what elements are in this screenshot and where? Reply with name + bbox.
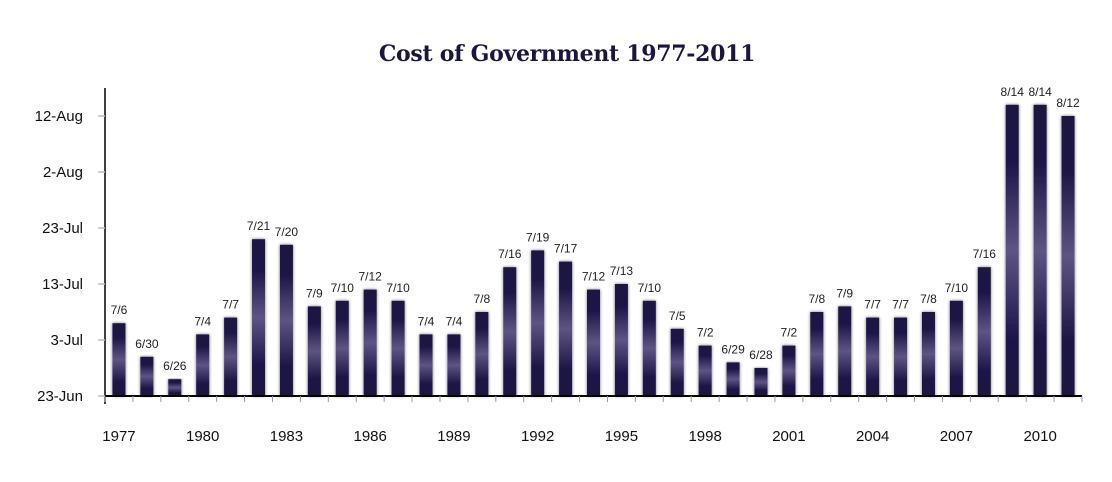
bar-1993: [559, 261, 573, 396]
data-label-2011: 8/12: [1056, 96, 1080, 110]
data-label-1980: 7/4: [194, 314, 211, 328]
bar-1981: [224, 317, 238, 396]
bar-1995: [614, 284, 628, 396]
data-label-1979: 6/26: [163, 359, 187, 373]
data-label-2005: 7/7: [892, 298, 909, 312]
y-tick-label: 23-Jun: [37, 388, 83, 405]
bar-1980: [196, 334, 210, 396]
bar-1987: [391, 300, 405, 396]
data-label-1984: 7/9: [306, 286, 323, 300]
data-label-1992: 7/19: [526, 230, 550, 244]
bar-2004: [866, 317, 880, 396]
y-tick-label: 3-Jul: [50, 332, 83, 349]
bar-2010: [1033, 104, 1047, 397]
bar-1991: [503, 267, 517, 396]
bar-1997: [670, 328, 684, 396]
data-label-1991: 7/16: [498, 247, 522, 261]
data-label-1995: 7/13: [610, 264, 634, 278]
data-label-2008: 7/16: [973, 247, 997, 261]
bar-2001: [782, 345, 796, 396]
data-labels: 7/66/306/267/47/77/21 7/207/9 7/107/127/10…: [111, 85, 1080, 373]
data-label-2001: 7/2: [781, 326, 798, 340]
bar-1999: [726, 362, 740, 396]
data-label-2006: 7/8: [920, 292, 937, 306]
bar-1984: [307, 306, 321, 396]
bar-2003: [838, 306, 852, 396]
y-tick-label: 2-Aug: [43, 164, 83, 181]
bar-1983: [279, 244, 293, 396]
bar-1978: [140, 356, 154, 396]
data-label-1985: 7/10: [331, 281, 355, 295]
x-tick-label: 1992: [521, 428, 554, 445]
y-axis: 23-Jun 3-Jul 13-Jul 23-Jul 2-Aug 12-Aug: [35, 88, 106, 405]
data-label-1999: 6/29: [721, 342, 745, 356]
bar-1994: [587, 289, 600, 396]
x-tick-label: 2001: [772, 428, 805, 445]
y-tick-label: 23-Jul: [42, 220, 83, 237]
x-tick-label: 2010: [1023, 428, 1056, 445]
y-tick-label: 13-Jul: [42, 276, 83, 293]
data-label-2010: 8/14: [1028, 85, 1052, 99]
bar-2008: [977, 267, 991, 396]
bar-1982: [252, 239, 266, 396]
x-tick-label: 1998: [688, 428, 721, 445]
data-label-2009: 8/14: [1001, 85, 1025, 99]
x-tick-label: 1986: [353, 428, 386, 445]
data-label-1997: 7/5: [669, 309, 686, 323]
x-tick-label: 2004: [856, 428, 889, 445]
bar-1985: [335, 300, 349, 396]
data-label-1996: 7/10: [638, 281, 662, 295]
data-label-2004: 7/7: [864, 298, 881, 312]
data-label-1987: 7/10: [386, 281, 410, 295]
data-label-2007: 7/10: [945, 281, 969, 295]
x-tick-label: 2007: [940, 428, 973, 445]
bar-2011: [1061, 116, 1075, 396]
data-label-1986: 7/12: [359, 270, 383, 284]
bars: [112, 104, 1075, 397]
x-tick-label: 1989: [437, 428, 470, 445]
bar-2007: [949, 300, 963, 396]
data-label-1990: 7/8: [473, 292, 490, 306]
bar-1977: [112, 323, 126, 396]
chart-title: Cost of Government 1977-2011: [379, 41, 755, 67]
y-tick-label: 12-Aug: [35, 108, 83, 125]
bar-1979: [168, 379, 182, 396]
data-label-1989: 7/4: [446, 314, 463, 328]
data-label-1982: 7/21: [247, 219, 271, 233]
bar-2009: [1005, 104, 1019, 397]
data-label-2002: 7/8: [808, 292, 825, 306]
x-tick-label: 1995: [605, 428, 638, 445]
bar-1992: [531, 250, 545, 396]
bar-1989: [447, 334, 461, 396]
data-label-2000: 6/28: [749, 348, 773, 362]
bar-1988: [419, 334, 433, 396]
x-axis: 1977 1980 1983 1986 1989 1992 1995 1998 2001 2004…: [102, 395, 1083, 445]
data-label-1983: 7/20: [275, 225, 299, 239]
bar-2006: [921, 312, 935, 396]
data-label-1977: 7/6: [111, 303, 128, 317]
x-tick-label: 1977: [102, 428, 135, 445]
data-label-2003: 7/9: [836, 286, 853, 300]
data-label-1994: 7/12: [582, 270, 606, 284]
bar-2005: [894, 317, 908, 396]
x-tick-label: 1980: [186, 428, 219, 445]
bar-2002: [810, 312, 824, 396]
bar-1986: [363, 289, 377, 396]
x-tick-label: 1983: [270, 428, 303, 445]
data-label-1978: 6/30: [135, 337, 159, 351]
bar-1996: [642, 300, 656, 396]
data-label-1981: 7/7: [222, 298, 239, 312]
data-label-1998: 7/2: [697, 326, 714, 340]
data-label-1993: 7/17: [554, 242, 578, 256]
data-label-1988: 7/4: [418, 314, 435, 328]
bar-1990: [475, 312, 489, 396]
bar-1998: [698, 345, 712, 396]
bar-2000: [754, 368, 768, 396]
